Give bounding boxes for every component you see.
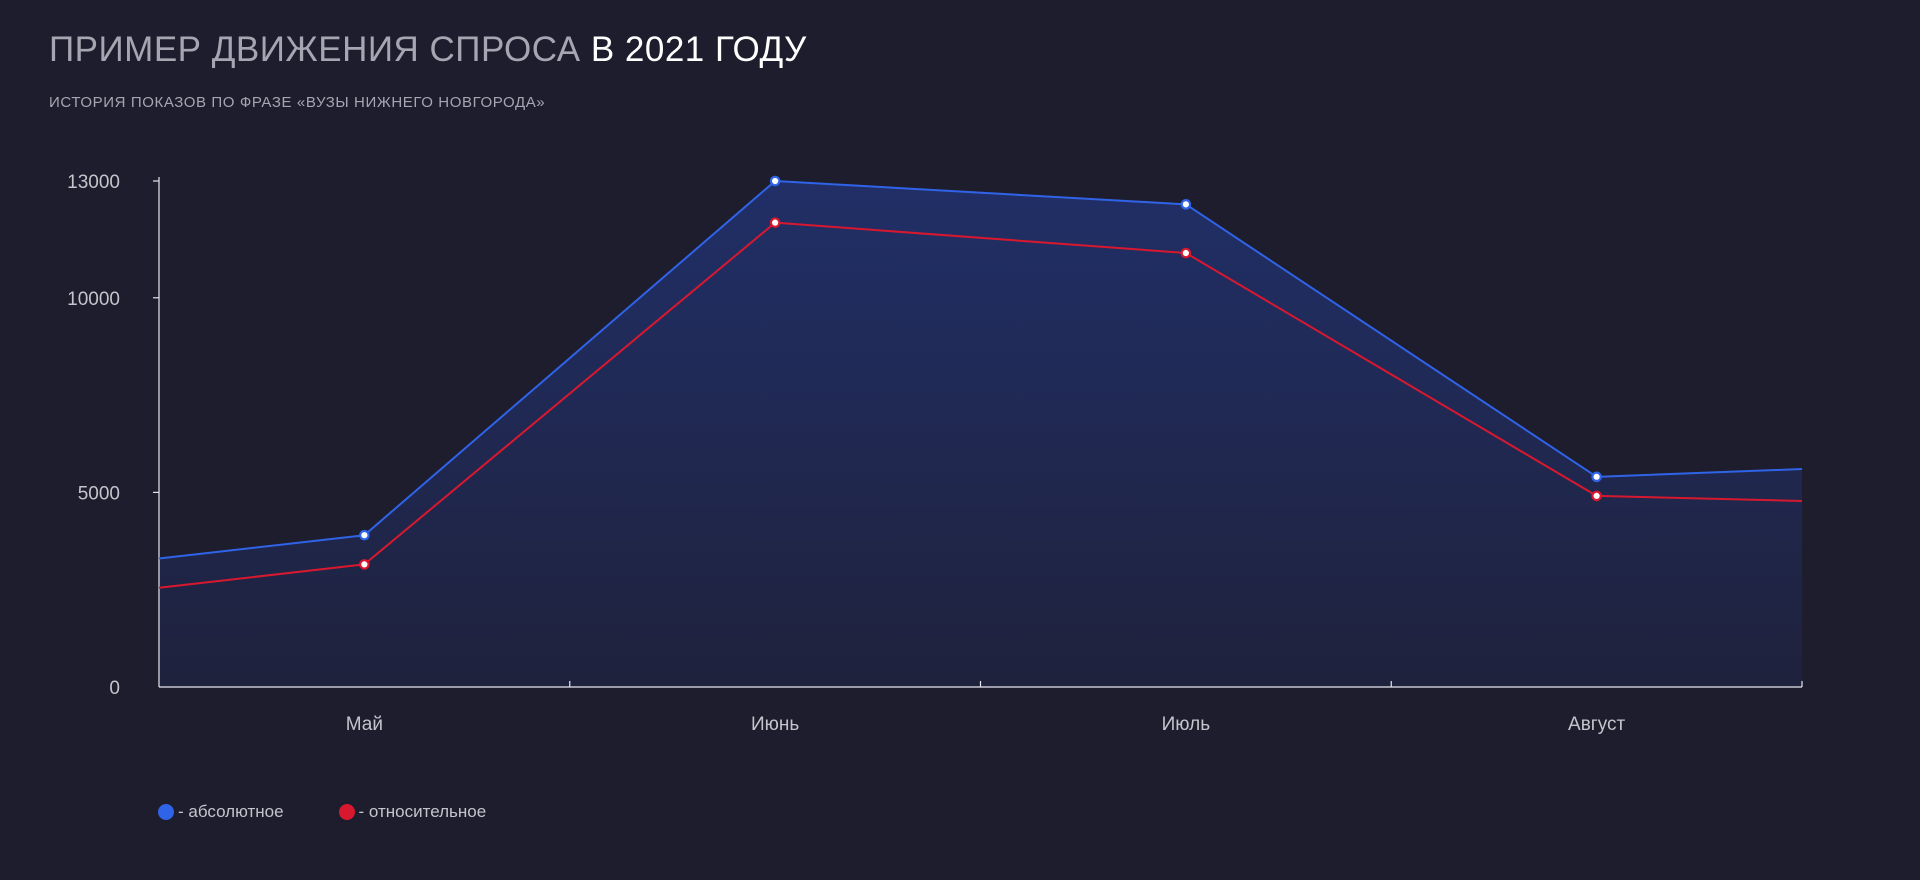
legend-dot-absolute [158, 804, 174, 820]
x-tick-label: Август [1568, 714, 1625, 735]
legend-item-absolute: - абсолютное [158, 802, 284, 822]
chart-legend: - абсолютное - относительное [158, 802, 541, 822]
y-tick-label: 5000 [78, 483, 120, 504]
area-fill-series-0 [159, 181, 1802, 687]
x-tick-label: Июль [1162, 714, 1211, 735]
data-point [769, 217, 781, 228]
legend-item-relative: - относительное [338, 802, 487, 822]
chart-title-year: В 2021 ГОДУ [590, 30, 807, 69]
data-point [1180, 199, 1192, 210]
series-line-1 [158, 221, 1803, 589]
y-tick-label: 0 [109, 678, 120, 699]
legend-dot-relative [338, 804, 355, 820]
chart-title-main: ПРИМЕР ДВИЖЕНИЯ СПРОСА [49, 30, 581, 69]
data-point [1591, 471, 1602, 483]
chart-title: ПРИМЕР ДВИЖЕНИЯ СПРОСА В 2021 ГОДУ [49, 30, 807, 70]
data-point [359, 559, 370, 570]
data-point [359, 529, 370, 541]
data-point [1180, 247, 1192, 259]
x-tick-label: Май [346, 714, 383, 735]
legend-label-relative: - относительное [358, 802, 487, 821]
chart-subtitle: ИСТОРИЯ ПОКАЗОВ ПО ФРАЗЕ «ВУЗЫ НИЖНЕГО Н… [49, 94, 546, 111]
y-tick-label: 13000 [67, 172, 120, 193]
x-tick-label: Июнь [751, 714, 799, 735]
legend-label-absolute: - абсолютное [178, 802, 284, 821]
data-point [769, 175, 781, 187]
y-tick-label: 10000 [67, 289, 120, 310]
data-point [1591, 490, 1602, 502]
series-line-0 [158, 180, 1803, 560]
